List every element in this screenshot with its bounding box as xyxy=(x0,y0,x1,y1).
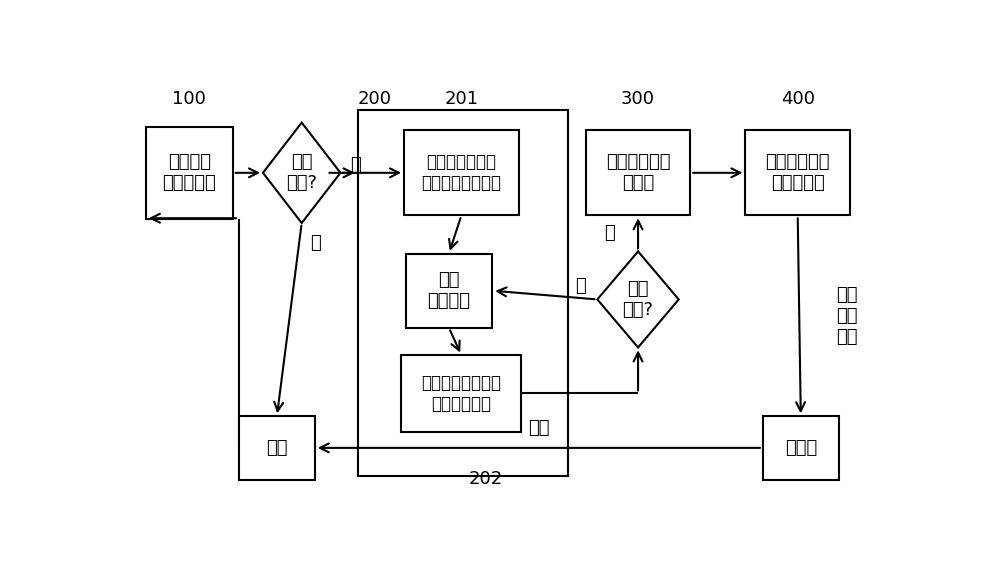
FancyBboxPatch shape xyxy=(406,253,492,328)
Text: 201: 201 xyxy=(444,90,478,108)
Text: 否: 否 xyxy=(575,277,586,295)
FancyBboxPatch shape xyxy=(239,416,315,480)
Text: 基于飞机状态的
返航能力评估单元: 基于飞机状态的 返航能力评估单元 xyxy=(421,154,501,192)
Text: 100: 100 xyxy=(172,90,206,108)
Polygon shape xyxy=(597,251,679,348)
Text: 300: 300 xyxy=(621,90,655,108)
FancyBboxPatch shape xyxy=(763,416,839,480)
Text: 200: 200 xyxy=(358,90,392,108)
Text: 是: 是 xyxy=(351,156,361,174)
Text: 是: 是 xyxy=(604,225,615,243)
Text: 飞机: 飞机 xyxy=(266,439,288,457)
Text: 操纵: 操纵 xyxy=(528,419,550,437)
FancyBboxPatch shape xyxy=(401,355,521,431)
Text: 选取
着陆区域: 选取 着陆区域 xyxy=(427,271,470,310)
Polygon shape xyxy=(263,122,340,223)
Text: 辅助
信息
提示: 辅助 信息 提示 xyxy=(836,286,858,346)
Text: 全发
失效?: 全发 失效? xyxy=(286,154,317,192)
Text: 基于着陆点的返航
能力评估单元: 基于着陆点的返航 能力评估单元 xyxy=(421,374,501,413)
Text: 返航指令自主
生成子系统: 返航指令自主 生成子系统 xyxy=(765,154,830,192)
Text: 400: 400 xyxy=(781,90,815,108)
FancyBboxPatch shape xyxy=(745,130,850,215)
Text: 飞行员: 飞行员 xyxy=(785,439,817,457)
FancyBboxPatch shape xyxy=(586,130,690,215)
Text: 否: 否 xyxy=(310,234,321,252)
Text: 返航阶段决策
子系统: 返航阶段决策 子系统 xyxy=(606,154,670,192)
Text: 能够
返航?: 能够 返航? xyxy=(623,280,654,319)
FancyBboxPatch shape xyxy=(146,127,233,219)
FancyBboxPatch shape xyxy=(404,130,519,215)
Text: 全发失效
判断子系统: 全发失效 判断子系统 xyxy=(162,154,216,192)
Text: 202: 202 xyxy=(469,470,503,488)
FancyBboxPatch shape xyxy=(358,109,568,476)
